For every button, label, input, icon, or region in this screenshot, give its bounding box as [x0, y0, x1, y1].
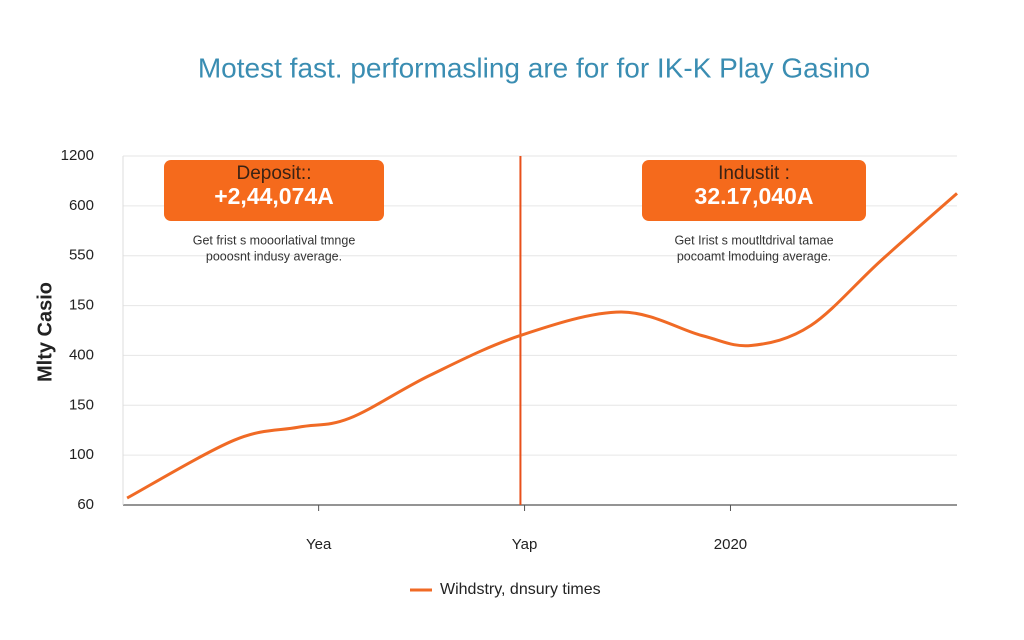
annotation-value: 32.17,040A	[695, 183, 814, 209]
line-series	[126, 192, 958, 500]
y-tick-label: 150	[69, 396, 94, 413]
annotation-text: Get frist s mooorlatival tmnge	[193, 233, 356, 247]
x-tick-label: Yea	[306, 536, 332, 553]
y-tick-label: 60	[77, 496, 94, 513]
y-axis-label: Mlty Casio	[34, 282, 56, 382]
legend-label: Wihdstry, dnsury times	[440, 581, 601, 598]
annotation-text: Get Irist s moutltdrival tamae	[674, 233, 833, 247]
annotation-box	[164, 160, 384, 221]
y-tick-label: 150	[69, 297, 94, 314]
annotation-text: pooosnt indusy average.	[206, 249, 342, 263]
x-tick-label: Yap	[512, 536, 538, 553]
annotation-title: Deposit::	[237, 163, 312, 184]
annotation-title: Industit :	[718, 163, 790, 184]
y-tick-label: 400	[69, 346, 94, 363]
y-tick-label: 1200	[61, 147, 94, 164]
chart-title: Motest fast. performasling are for for I…	[198, 52, 870, 83]
y-tick-label: 600	[69, 197, 94, 214]
annotation-value: +2,44,074A	[214, 183, 334, 209]
x-tick-label: 2020	[714, 536, 747, 553]
annotation-box	[642, 160, 866, 221]
annotation-text: pocoamt lmoduing average.	[677, 249, 831, 263]
y-tick-label: 550	[69, 247, 94, 264]
y-tick-label: 100	[69, 446, 94, 463]
